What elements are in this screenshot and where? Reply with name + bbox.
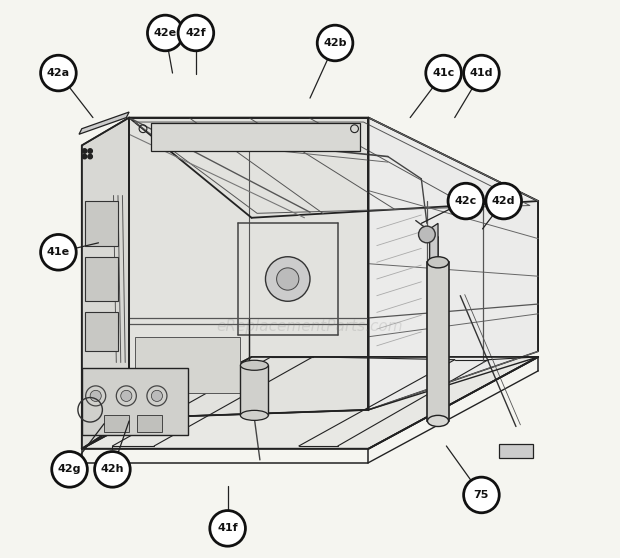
Text: 42d: 42d [492, 196, 515, 206]
Text: 75: 75 [474, 490, 489, 500]
Text: 42a: 42a [47, 68, 70, 78]
Bar [104, 415, 129, 432]
Ellipse shape [241, 410, 268, 420]
Text: 42b: 42b [323, 38, 347, 48]
Circle shape [40, 55, 76, 91]
Text: 41d: 41d [470, 68, 493, 78]
Bar [499, 444, 533, 458]
Polygon shape [368, 118, 538, 410]
Text: 42e: 42e [154, 28, 177, 38]
Text: 42c: 42c [454, 196, 477, 206]
Bar [135, 338, 241, 393]
Polygon shape [82, 357, 538, 449]
Ellipse shape [427, 257, 449, 268]
Circle shape [88, 149, 92, 153]
Circle shape [95, 451, 130, 487]
Text: 41e: 41e [47, 247, 70, 257]
Polygon shape [129, 118, 368, 418]
Circle shape [265, 257, 310, 301]
Text: eReplacementParts.com: eReplacementParts.com [216, 319, 404, 334]
Polygon shape [430, 223, 438, 262]
Circle shape [148, 15, 183, 51]
Text: 42f: 42f [185, 28, 206, 38]
Text: 42g: 42g [58, 464, 81, 474]
Text: 41f: 41f [217, 523, 238, 533]
Bar [427, 262, 449, 421]
Text: 42h: 42h [100, 464, 124, 474]
Circle shape [486, 183, 521, 219]
Circle shape [40, 234, 76, 270]
Circle shape [178, 15, 214, 51]
Bar [84, 257, 118, 301]
Circle shape [448, 183, 484, 219]
Bar [241, 365, 268, 415]
Ellipse shape [427, 415, 449, 426]
Circle shape [418, 226, 435, 243]
Circle shape [82, 149, 87, 153]
Circle shape [82, 155, 87, 159]
Circle shape [277, 268, 299, 290]
Bar [84, 312, 118, 352]
Bar [138, 415, 162, 432]
Circle shape [151, 391, 162, 401]
Ellipse shape [241, 360, 268, 371]
Circle shape [426, 55, 461, 91]
Polygon shape [82, 118, 129, 449]
Circle shape [88, 155, 92, 159]
Circle shape [210, 511, 246, 546]
Circle shape [90, 391, 101, 401]
Text: 41c: 41c [433, 68, 454, 78]
Circle shape [121, 391, 132, 401]
Polygon shape [79, 112, 129, 134]
Circle shape [464, 477, 499, 513]
Circle shape [464, 55, 499, 91]
Circle shape [51, 451, 87, 487]
Polygon shape [82, 368, 187, 435]
Circle shape [317, 25, 353, 61]
Polygon shape [151, 123, 360, 151]
Bar [84, 201, 118, 246]
